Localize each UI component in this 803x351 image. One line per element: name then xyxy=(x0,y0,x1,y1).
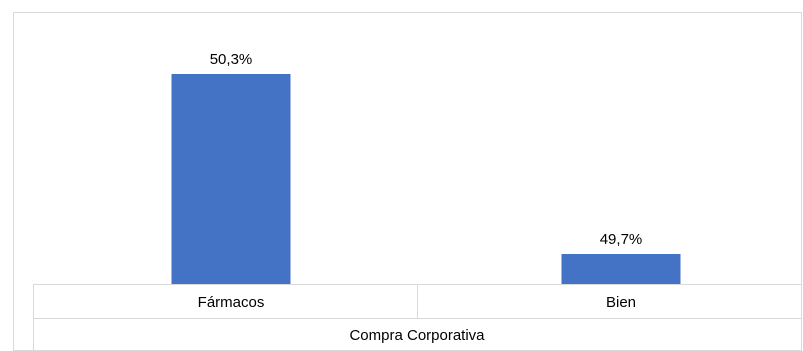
chart-border xyxy=(13,12,802,351)
bar-0 xyxy=(171,74,291,284)
group-axis-label: Compra Corporativa xyxy=(349,327,485,344)
category-labels-group: Fármacos Bien xyxy=(198,294,636,311)
bars-group xyxy=(171,74,681,284)
data-label-1: 49,7% xyxy=(600,231,643,248)
bar-1 xyxy=(561,254,681,284)
category-label-1: Bien xyxy=(606,294,636,311)
category-label-0: Fármacos xyxy=(198,294,265,311)
data-labels-group: 50,3% 49,7% xyxy=(210,51,643,248)
data-label-0: 50,3% xyxy=(210,51,253,68)
